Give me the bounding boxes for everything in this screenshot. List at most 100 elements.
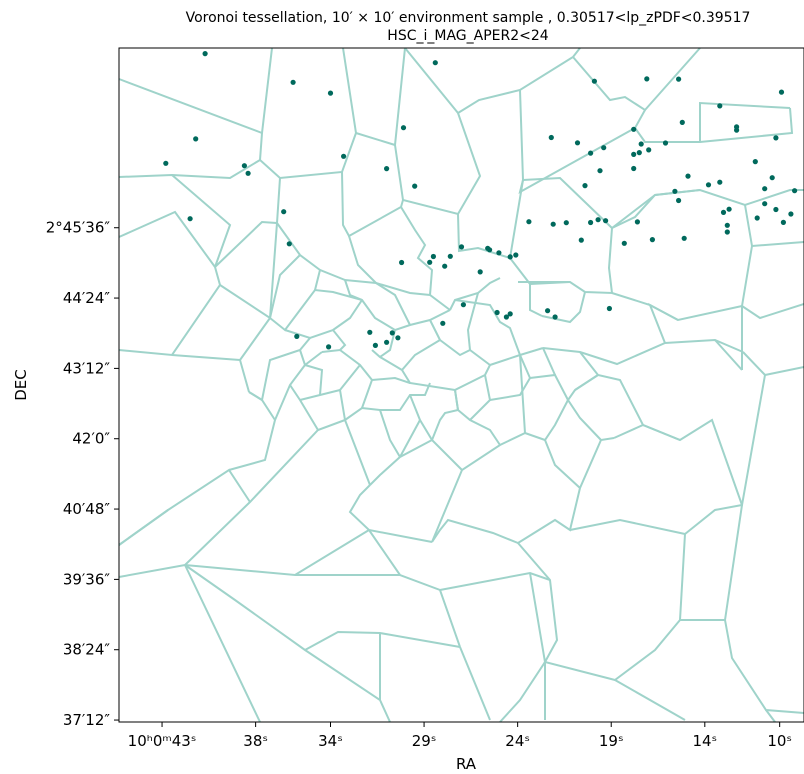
- data-point: [595, 217, 601, 223]
- data-point: [717, 179, 723, 185]
- plot-frame: [118, 47, 804, 723]
- data-point: [621, 240, 627, 246]
- data-point: [676, 76, 682, 82]
- x-tick-label: 10ˢ: [767, 732, 792, 750]
- data-point: [341, 153, 347, 159]
- y-tick-label: 37′12″: [63, 711, 111, 729]
- data-point: [603, 218, 609, 224]
- data-point: [588, 219, 594, 226]
- data-point: [326, 344, 332, 350]
- data-point: [241, 163, 247, 169]
- data-point: [754, 215, 760, 221]
- voronoi-edges: [118, 47, 804, 723]
- data-point: [762, 201, 768, 207]
- data-point: [780, 219, 787, 225]
- data-point: [792, 188, 798, 194]
- data-point: [724, 229, 730, 235]
- data-point: [591, 78, 598, 84]
- data-point: [672, 188, 678, 194]
- y-tick-label: 38′24″: [63, 641, 111, 659]
- data-point: [485, 245, 491, 251]
- x-tick-label: 38ˢ: [243, 732, 268, 750]
- data-point: [720, 209, 727, 215]
- data-point: [384, 166, 390, 172]
- data-point: [460, 302, 466, 308]
- data-point: [193, 136, 199, 142]
- data-point: [734, 124, 740, 130]
- data-point: [412, 183, 418, 189]
- data-point: [726, 206, 732, 212]
- x-axis-label: RA: [456, 755, 477, 773]
- data-point: [644, 76, 650, 82]
- y-axis-ticks: 2°45′36″ 44′24″ 43′12″ 42′0″ 40′48″ 39′36″ 38′…: [46, 219, 119, 729]
- y-axis-label: DEC: [12, 369, 30, 401]
- x-tick-label: 34ˢ: [318, 732, 343, 750]
- data-point: [545, 308, 551, 314]
- data-point: [762, 186, 768, 192]
- data-point: [477, 269, 483, 275]
- data-point: [631, 126, 637, 132]
- data-point: [327, 90, 334, 96]
- data-point: [705, 182, 712, 188]
- data-point: [399, 259, 405, 266]
- data-point: [606, 305, 613, 312]
- data-point: [646, 147, 652, 153]
- x-axis-ticks: 10ʰ0ᵐ43ˢ 38ˢ 34ˢ 29ˢ 24ˢ 19ˢ 14ˢ 10ˢ: [128, 722, 792, 750]
- data-point: [389, 330, 395, 336]
- data-point: [773, 135, 779, 141]
- data-point: [769, 175, 775, 181]
- data-point: [679, 119, 685, 125]
- data-point: [550, 221, 556, 227]
- y-tick-label: 44′24″: [63, 289, 111, 307]
- data-point: [685, 173, 691, 179]
- data-point: [752, 159, 758, 165]
- y-tick-label: 43′12″: [63, 359, 111, 377]
- y-tick-label: 39′36″: [63, 570, 111, 588]
- data-point: [563, 220, 569, 226]
- data-point: [458, 244, 465, 250]
- data-point: [367, 329, 373, 335]
- data-point: [494, 309, 500, 316]
- data-point: [778, 89, 785, 95]
- data-point: [496, 250, 502, 256]
- data-point: [507, 254, 513, 260]
- x-tick-label: 14ˢ: [692, 732, 717, 750]
- data-point: [724, 222, 730, 228]
- data-point: [245, 170, 251, 176]
- data-point: [513, 252, 519, 258]
- data-point: [681, 235, 687, 241]
- data-point: [400, 125, 407, 131]
- x-tick-label: 19ˢ: [599, 732, 624, 750]
- data-point: [601, 145, 607, 151]
- data-point: [588, 150, 594, 156]
- data-point: [372, 342, 378, 348]
- data-point: [163, 160, 169, 166]
- chart-title-line-1: Voronoi tessellation, 10′ × 10′ environm…: [186, 10, 751, 26]
- data-point: [631, 165, 637, 172]
- y-tick-label: 42′0″: [72, 430, 110, 448]
- y-tick-label: 2°45′36″: [46, 219, 111, 237]
- data-point: [597, 168, 603, 174]
- data-point: [281, 209, 287, 215]
- data-point: [634, 219, 641, 225]
- data-point: [187, 216, 193, 222]
- data-point: [384, 339, 390, 345]
- data-point: [631, 151, 637, 157]
- data-point: [442, 263, 448, 269]
- x-tick-label: 10ʰ0ᵐ43ˢ: [128, 732, 197, 750]
- data-point: [548, 134, 554, 141]
- data-point: [294, 333, 300, 339]
- data-point: [526, 219, 532, 225]
- data-point: [638, 141, 644, 147]
- data-point: [636, 150, 642, 156]
- data-point: [662, 140, 669, 146]
- chart-title-line-2: HSC_i_MAG_APER2<24: [387, 28, 548, 44]
- data-point: [717, 103, 723, 109]
- data-point: [773, 206, 779, 213]
- data-point: [578, 237, 584, 243]
- data-point: [552, 314, 558, 320]
- data-point: [395, 335, 401, 341]
- x-tick-label: 24ˢ: [505, 732, 530, 750]
- data-point: [503, 314, 509, 320]
